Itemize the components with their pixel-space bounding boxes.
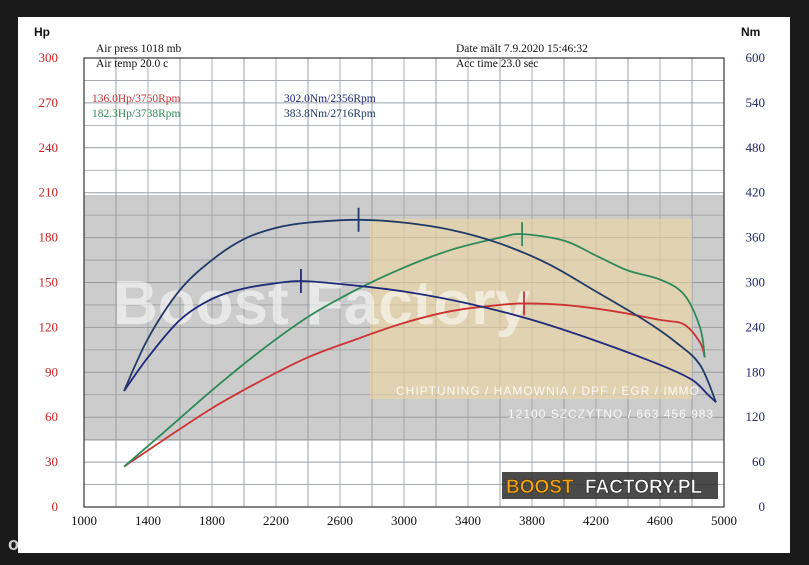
y-right-tick-label: 420: [746, 185, 766, 200]
y-left-tick-label: 180: [39, 230, 59, 245]
x-tick-label: 3000: [391, 513, 417, 528]
y-left-tick-label: 120: [39, 319, 59, 334]
logo-factory: FACTORY.PL: [585, 477, 703, 498]
legend-tuned-torque: 383.8Nm/2716Rpm: [284, 108, 376, 120]
y-right-tick-label: 480: [746, 140, 766, 155]
air-temp: Air temp 20.0 c: [96, 58, 168, 70]
x-tick-label: 4200: [583, 513, 609, 528]
y-right-tick-label: 60: [752, 454, 765, 469]
x-tick-label: 2200: [263, 513, 289, 528]
watermark-services: CHIPTUNING / HAMOWNIA / DPF / EGR / IMMO: [396, 384, 700, 398]
series-line-4: [123, 218, 717, 403]
left-axis-unit: Hp: [34, 25, 50, 39]
series-line-1: [123, 302, 706, 468]
y-right-tick-label: 300: [746, 275, 766, 290]
y-left-tick-label: 0: [52, 499, 59, 514]
series-line-3: [123, 280, 717, 403]
axes: 1000 1400 1800 2200 2600 3000 3400 3800 4200 4600…: [39, 50, 766, 528]
legend-stock-power: 136.0Hp/3750Rpm: [92, 93, 181, 105]
watermark-brand: Boost Factory: [113, 269, 530, 338]
y-left-tick-label: 240: [39, 140, 59, 155]
legend-stock-torque: 302.0Nm/2356Rpm: [284, 93, 376, 105]
plot-border: [83, 57, 725, 508]
chart-frame: Boost Factory CHIPTUNING / HAMOWNIA / DP…: [18, 17, 790, 553]
watermark-address: 12100 SZCZYTNO / 663 456 983: [508, 407, 714, 421]
series-line-2: [123, 233, 706, 468]
right-axis-unit: Nm: [741, 25, 760, 39]
series-lines: [123, 207, 717, 468]
x-tick-label: 4600: [647, 513, 673, 528]
x-tick-label: 2600: [327, 513, 353, 528]
x-tick-label: 1000: [71, 513, 97, 528]
y-left-tick-label: 270: [39, 95, 59, 110]
y-left-tick-label: 60: [45, 409, 58, 424]
dyno-chart: Boost Factory CHIPTUNING / HAMOWNIA / DP…: [34, 25, 766, 528]
x-tick-label: 3400: [455, 513, 481, 528]
date-measured: Date mält 7.9.2020 15:46:32: [456, 43, 588, 55]
y-left-tick-label: 90: [45, 364, 58, 379]
site-watermark: otomoto: [8, 534, 87, 554]
logo: BOOST FACTORY.PL: [502, 472, 718, 499]
y-left-tick-label: 150: [39, 275, 59, 290]
y-right-tick-label: 0: [759, 499, 766, 514]
y-right-tick-label: 240: [746, 319, 766, 334]
air-press: Air press 1018 mb: [96, 43, 182, 55]
x-tick-label: 3800: [519, 513, 545, 528]
logo-plate: [502, 472, 718, 499]
x-tick-label: 5000: [711, 513, 737, 528]
y-left-tick-label: 210: [39, 185, 59, 200]
watermark-card: [370, 219, 692, 399]
y-right-tick-label: 120: [746, 409, 766, 424]
logo-boost: BOOST: [506, 477, 574, 498]
y-left-tick-label: 300: [39, 50, 59, 65]
x-tick-label: 1800: [199, 513, 225, 528]
acc-time: Acc time 23.0 sec: [456, 58, 538, 70]
y-right-tick-label: 360: [746, 230, 766, 245]
watermark: Boost Factory CHIPTUNING / HAMOWNIA / DP…: [84, 195, 724, 441]
x-tick-label: 1400: [135, 513, 161, 528]
y-right-tick-label: 540: [746, 95, 766, 110]
y-left-tick-label: 30: [45, 454, 58, 469]
y-right-tick-label: 180: [746, 364, 766, 379]
y-right-tick-label: 600: [746, 50, 766, 65]
legend-tuned-power: 182.3Hp/3738Rpm: [92, 108, 181, 120]
